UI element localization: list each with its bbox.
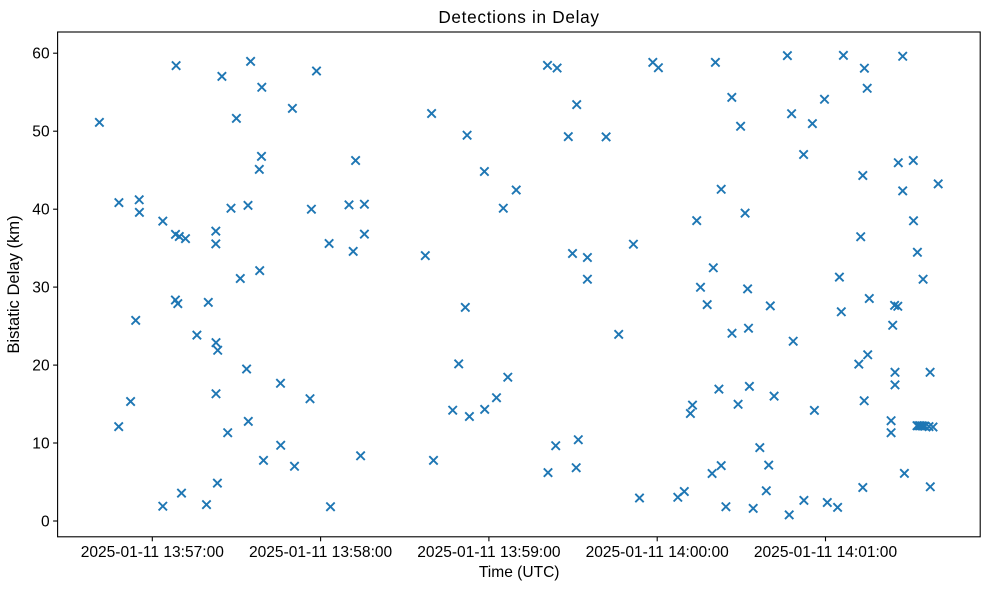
svg-text:2025-01-11 14:01:00: 2025-01-11 14:01:00: [754, 544, 898, 561]
svg-text:2025-01-11 13:57:00: 2025-01-11 13:57:00: [81, 544, 225, 561]
svg-text:Time (UTC): Time (UTC): [479, 564, 560, 581]
svg-text:30: 30: [32, 279, 50, 296]
svg-text:2025-01-11 14:00:00: 2025-01-11 14:00:00: [586, 544, 730, 561]
svg-text:20: 20: [32, 357, 50, 374]
svg-text:2025-01-11 13:58:00: 2025-01-11 13:58:00: [249, 544, 393, 561]
svg-text:10: 10: [32, 435, 50, 452]
svg-text:60: 60: [32, 46, 50, 63]
svg-text:50: 50: [32, 124, 50, 141]
svg-text:Detections in Delay: Detections in Delay: [438, 7, 599, 27]
svg-text:Bistatic Delay (km): Bistatic Delay (km): [4, 215, 23, 353]
svg-text:40: 40: [32, 202, 50, 219]
svg-text:2025-01-11 13:59:00: 2025-01-11 13:59:00: [417, 544, 561, 561]
svg-text:0: 0: [41, 513, 50, 530]
